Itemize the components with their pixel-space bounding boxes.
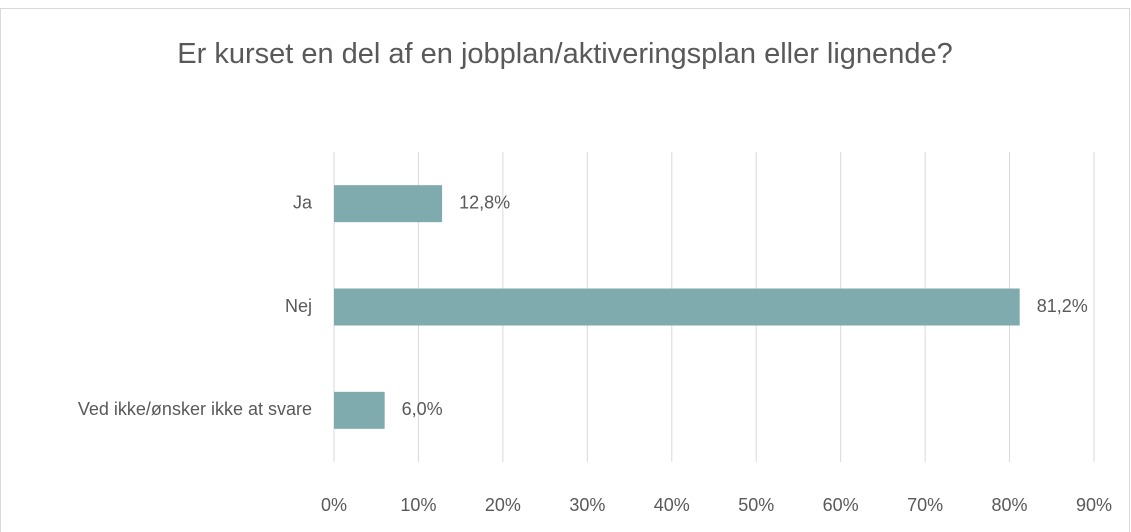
x-tick-label: 50% bbox=[738, 495, 774, 515]
data-label: 81,2% bbox=[1037, 296, 1088, 316]
y-tick-label: Ja bbox=[293, 192, 313, 212]
bar bbox=[334, 185, 443, 223]
x-tick-label: 40% bbox=[654, 495, 690, 515]
x-tick-label: 30% bbox=[569, 495, 605, 515]
x-tick-label: 70% bbox=[907, 495, 943, 515]
chart-border bbox=[0, 8, 1130, 532]
x-tick-label: 20% bbox=[485, 495, 521, 515]
bar bbox=[334, 288, 1020, 326]
y-tick-label: Ved ikke/ønsker ikke at svare bbox=[78, 399, 312, 419]
x-tick-label: 80% bbox=[992, 495, 1028, 515]
x-tick-label: 60% bbox=[823, 495, 859, 515]
chart-title: Er kurset en del af en jobplan/aktiverin… bbox=[177, 38, 953, 70]
x-tick-label: 90% bbox=[1076, 495, 1112, 515]
bar bbox=[334, 391, 385, 429]
data-label: 6,0% bbox=[402, 399, 443, 419]
y-tick-label: Nej bbox=[285, 296, 312, 316]
x-tick-label: 10% bbox=[400, 495, 436, 515]
x-tick-label: 0% bbox=[321, 495, 347, 515]
data-label: 12,8% bbox=[459, 192, 510, 212]
